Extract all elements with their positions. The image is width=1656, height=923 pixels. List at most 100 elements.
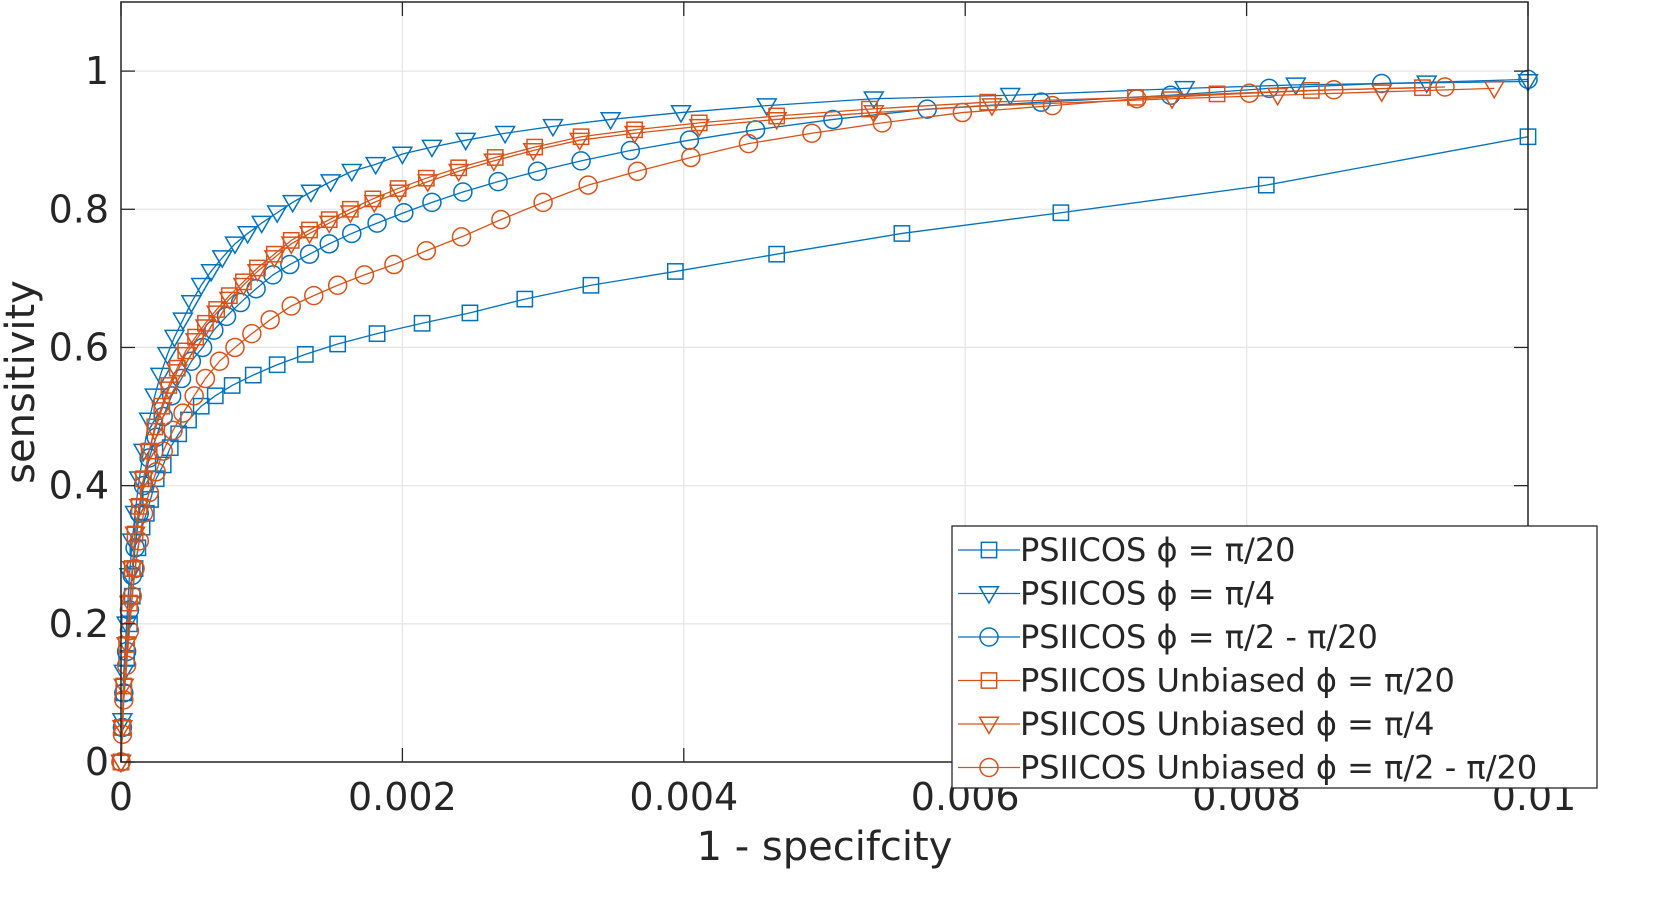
data-point-marker	[389, 180, 407, 197]
data-point-marker	[125, 558, 145, 579]
data-point-marker	[422, 192, 442, 213]
data-point-marker	[681, 147, 701, 168]
data-point-marker	[453, 182, 473, 202]
data-point-marker	[670, 105, 692, 124]
data-point-marker	[620, 140, 641, 161]
data-point-marker	[161, 386, 182, 406]
data-point-marker	[232, 277, 255, 297]
data-point-marker	[599, 111, 622, 131]
data-point-marker	[263, 250, 286, 269]
data-point-marker	[224, 236, 246, 255]
data-point-marker	[280, 236, 303, 255]
data-point-marker	[129, 531, 150, 551]
series-group	[110, 69, 1539, 773]
data-point-marker	[666, 263, 684, 280]
data-point-marker	[627, 161, 648, 182]
data-point-marker	[765, 111, 788, 131]
legend-marker	[980, 541, 998, 559]
data-point-marker	[623, 125, 646, 145]
axes	[120, 1, 1529, 763]
data-point-marker	[319, 174, 342, 193]
data-point-marker	[1052, 204, 1070, 222]
legend-entry: PSIICOS ϕ = π/20	[958, 531, 1296, 569]
y-tick-label: 0.8	[49, 187, 109, 231]
data-point-marker	[1415, 75, 1438, 94]
data-point-marker	[1371, 73, 1392, 94]
data-point-marker	[1042, 95, 1063, 116]
data-point-marker	[768, 245, 786, 263]
data-point-marker	[413, 314, 431, 332]
y-tick-label: 0.2	[49, 602, 109, 646]
data-point-marker	[1483, 80, 1505, 100]
data-point-marker	[572, 128, 590, 146]
series-line	[120, 78, 1529, 763]
data-point-marker	[299, 244, 320, 264]
data-point-marker	[394, 202, 414, 223]
data-point-marker	[194, 319, 217, 338]
data-point-marker	[180, 411, 197, 429]
legend-entry: PSIICOS Unbiased ϕ = π/4	[958, 705, 1435, 743]
data-point-marker	[388, 184, 411, 203]
data-point-marker	[354, 265, 375, 285]
data-point-marker	[1173, 80, 1196, 100]
data-point-marker	[128, 498, 151, 518]
data-point-marker	[578, 175, 598, 195]
data-point-marker	[173, 403, 193, 423]
data-point-marker	[447, 163, 470, 183]
data-point-marker	[542, 118, 564, 138]
data-point-marker	[246, 263, 269, 283]
data-point-marker	[1031, 92, 1051, 112]
data-point-marker	[417, 169, 435, 187]
data-point-marker	[1257, 176, 1275, 194]
data-point-marker	[368, 325, 386, 343]
data-point-marker	[488, 171, 508, 192]
data-point-marker	[491, 209, 511, 230]
data-point-marker	[112, 724, 133, 745]
data-point-marker	[192, 397, 210, 415]
data-point-marker	[132, 471, 155, 490]
legend-label: PSIICOS ϕ = π/4	[1020, 575, 1275, 613]
legend-marker	[980, 672, 998, 689]
data-point-marker	[206, 387, 224, 405]
data-point-marker	[533, 192, 553, 213]
data-point-marker	[341, 223, 362, 244]
x-axis-label: 1 - specifcity	[697, 824, 953, 870]
data-point-marker	[153, 441, 173, 461]
data-point-marker	[421, 139, 443, 159]
legend-entry: PSIICOS ϕ = π/4	[958, 575, 1275, 613]
plot-frame	[120, 1, 1529, 763]
data-point-marker	[367, 213, 387, 233]
series-6	[111, 77, 1455, 772]
data-point-marker	[1266, 87, 1289, 107]
legend-box	[951, 525, 1598, 789]
data-point-marker	[304, 285, 324, 306]
data-point-marker	[280, 254, 300, 275]
data-point-marker	[738, 133, 759, 154]
data-point-marker	[250, 215, 273, 235]
data-point-marker	[223, 377, 241, 394]
data-point-marker	[266, 205, 288, 224]
y-tick-label: 0.6	[49, 325, 109, 369]
data-point-marker	[893, 225, 911, 242]
data-point-marker	[1161, 91, 1183, 110]
series-3	[111, 69, 1538, 772]
data-point-marker	[516, 290, 534, 308]
data-point-marker	[114, 690, 134, 710]
data-point-marker	[300, 184, 322, 203]
data-point-marker	[802, 123, 822, 144]
legend-entry: PSIICOS Unbiased ϕ = π/2 - π/20	[958, 749, 1537, 787]
data-point-marker	[138, 412, 160, 431]
x-tick-label: 0	[109, 775, 133, 819]
data-point-marker	[140, 442, 158, 460]
data-point-marker	[364, 190, 382, 208]
legend-label: PSIICOS Unbiased ϕ = π/4	[1020, 705, 1435, 743]
data-point-marker	[139, 482, 159, 503]
data-point-marker	[391, 146, 414, 165]
data-point-marker	[205, 305, 228, 324]
data-point-marker	[451, 227, 472, 247]
data-point-marker	[329, 335, 347, 353]
data-point-marker	[122, 586, 143, 606]
data-point-marker	[244, 366, 262, 384]
data-point-marker	[364, 156, 387, 176]
